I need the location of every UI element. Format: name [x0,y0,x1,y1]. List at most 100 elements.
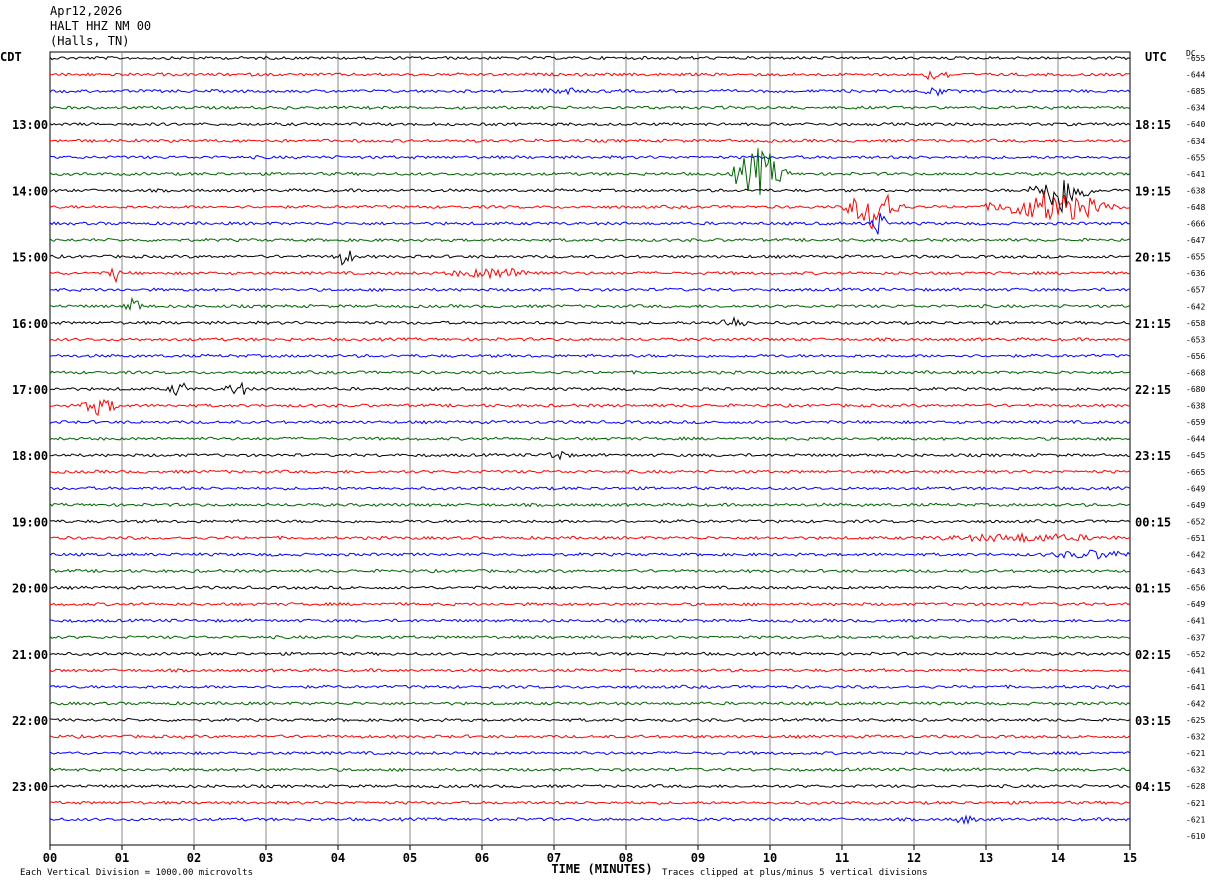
dc-value: -641 [1186,683,1205,692]
dc-value: -655 [1186,253,1205,262]
utc-tick-label: 21:15 [1135,317,1171,331]
dc-value: -649 [1186,501,1205,510]
cdt-tick-label: 20:00 [12,582,48,596]
dc-value: -641 [1186,617,1205,626]
dc-value: -641 [1186,170,1205,179]
x-tick-label: 10 [763,851,777,865]
trace-row [49,469,1131,475]
trace-row [49,369,1131,375]
dc-value: -638 [1186,186,1205,195]
trace-row [49,502,1131,508]
dc-value: -642 [1186,302,1205,311]
x-tick-label: 03 [259,851,273,865]
header-station: HALT HHZ NM 00 [50,19,152,33]
utc-tick-label: 18:15 [1135,118,1171,132]
trace-row [49,316,1131,328]
trace-row [49,70,1131,81]
x-tick-label: 01 [115,851,129,865]
trace-row [49,287,1131,293]
dc-value: -659 [1186,418,1205,427]
x-tick-label: 08 [619,851,633,865]
cdt-tick-label: 14:00 [12,184,48,198]
trace-row [49,105,1131,110]
utc-label: UTC [1145,50,1167,64]
trace-row [49,635,1131,640]
dc-value: -610 [1186,832,1205,841]
trace-row [49,750,1131,756]
trace-row [49,353,1131,358]
trace-row [49,618,1131,624]
trace-row [49,519,1131,524]
dc-value: -652 [1186,650,1205,659]
cdt-tick-label: 18:00 [12,449,48,463]
trace-row [49,436,1131,442]
trace-row [49,450,1131,461]
dc-value: -666 [1186,220,1205,229]
x-tick-label: 13 [979,851,993,865]
utc-tick-label: 03:15 [1135,714,1171,728]
dc-value: -641 [1186,666,1205,675]
cdt-tick-label: 19:00 [12,515,48,529]
utc-tick-label: 23:15 [1135,449,1171,463]
dc-value: -645 [1186,451,1205,460]
x-tick-label: 09 [691,851,705,865]
dc-value: -628 [1186,782,1205,791]
x-tick-label: 05 [403,851,417,865]
trace-row [49,398,1130,417]
trace-row [49,190,1131,230]
footer-scale-note: Each Vertical Division = 1000.00 microvo… [20,868,253,878]
dc-value: -636 [1186,269,1205,278]
header-location: (Halls, TN) [50,34,130,48]
x-tick-label: 15 [1123,851,1137,865]
trace-row [49,585,1131,590]
trace-row [49,267,1131,284]
dc-value: -644 [1186,435,1205,444]
trace-row [49,717,1131,723]
trace-row [49,337,1131,342]
dc-value: -651 [1186,534,1205,543]
trace-row [49,800,1131,806]
dc-value: -655 [1186,54,1205,63]
dc-value: -632 [1186,733,1205,742]
trace-row [49,138,1131,144]
dc-value: -647 [1186,236,1205,245]
utc-tick-label: 01:15 [1135,582,1171,596]
dc-value: -642 [1186,699,1205,708]
trace-row [49,485,1131,491]
x-tick-label: 12 [907,851,921,865]
trace-row [49,700,1131,706]
x-tick-label: 00 [43,851,57,865]
trace-row [49,237,1131,243]
utc-tick-label: 19:15 [1135,184,1171,198]
x-axis-title: TIME (MINUTES) [551,862,652,876]
cdt-tick-label: 17:00 [12,383,48,397]
dc-value: -655 [1186,153,1205,162]
dc-value: -642 [1186,551,1205,560]
x-tick-label: 11 [835,851,849,865]
dc-value: -658 [1186,319,1205,328]
dc-value: -685 [1186,87,1205,96]
cdt-label: CDT [0,50,22,64]
dc-value: -649 [1186,600,1205,609]
dc-value: -632 [1186,766,1205,775]
dc-value: -648 [1186,203,1205,212]
utc-tick-label: 04:15 [1135,780,1171,794]
trace-row [49,296,1131,312]
header-date: Apr12,2026 [50,4,123,18]
trace-row [49,154,1131,160]
dc-value: -625 [1186,716,1205,725]
trace-row [49,212,1131,235]
trace-row [49,531,1131,544]
dc-value: -656 [1186,584,1205,593]
dc-value: -652 [1186,517,1205,526]
x-tick-label: 04 [331,851,345,865]
dc-value: -656 [1186,352,1205,361]
cdt-tick-label: 23:00 [12,780,48,794]
dc-value: -638 [1186,402,1205,411]
trace-row [49,651,1131,657]
cdt-tick-label: 16:00 [12,317,48,331]
dc-value: -621 [1186,799,1205,808]
dc-header: DC [1186,49,1196,58]
trace-row [49,121,1131,127]
